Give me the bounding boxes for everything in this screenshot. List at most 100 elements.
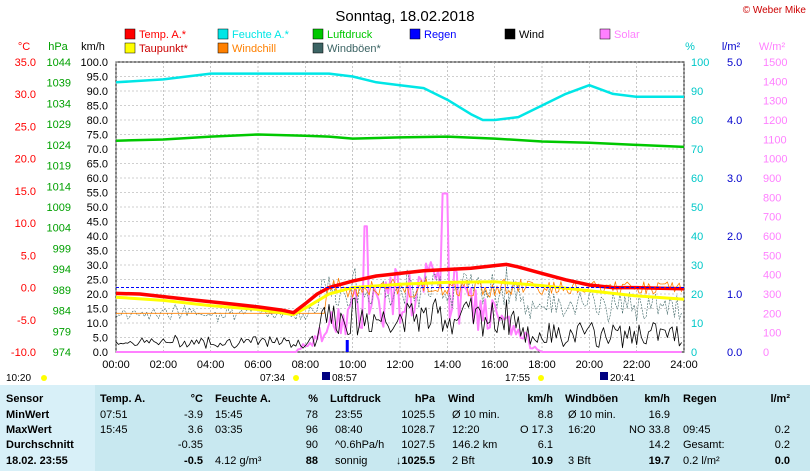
- stats-header: %: [308, 393, 318, 405]
- x-tick-label: 04:00: [197, 359, 225, 371]
- stats-cell: 08:40: [335, 424, 363, 436]
- stats-header: Wind: [448, 393, 475, 405]
- stats-header: km/h: [527, 393, 553, 405]
- rain-tick-label: 2.0: [727, 231, 742, 243]
- legend-label: Luftdruck: [327, 29, 373, 41]
- legend-swatch: [217, 28, 229, 40]
- x-tick-label: 20:00: [576, 359, 604, 371]
- stats-header: Windböen: [565, 393, 619, 405]
- stats-cell: ^0.6hPa/h: [335, 439, 385, 451]
- stats-cell: Ø 10 min.: [568, 409, 616, 421]
- temp-tick-label: -5.0: [17, 315, 36, 327]
- wind-tick-label: 40.0: [87, 231, 108, 243]
- wind-tick-label: 90.0: [87, 86, 108, 98]
- humidity-tick-label: 90: [691, 86, 703, 98]
- stats-value: ↓1025.5: [395, 455, 435, 467]
- stats-value: 0.2: [774, 424, 790, 436]
- wind-tick-label: 65.0: [87, 159, 108, 171]
- sunset-label: 17:55: [505, 373, 530, 384]
- pressure-tick-label: 999: [53, 243, 71, 255]
- rain-unit-label: l/m²: [722, 41, 741, 53]
- stats-column-band: [560, 385, 677, 471]
- solar-tick-label: 1000: [763, 154, 787, 166]
- wind-tick-label: 10.0: [87, 318, 108, 330]
- solar-tick-label: 0: [763, 347, 769, 359]
- legend-swatch: [312, 42, 324, 54]
- legend-swatch: [217, 42, 229, 54]
- wind-tick-label: 85.0: [87, 101, 108, 113]
- stats-value: 1028.7: [401, 424, 435, 436]
- stats-value: O 17.3: [519, 424, 553, 436]
- stats-cell: 15:45: [215, 409, 243, 421]
- legend-label: Regen: [424, 29, 456, 41]
- stats-cell: sonnig: [335, 455, 368, 467]
- stats-value: 19.7: [648, 455, 670, 467]
- stats-value: -3.9: [184, 409, 203, 421]
- copyright-label: © Weber Mike: [743, 5, 807, 16]
- sunrise-icon: [293, 375, 299, 381]
- wind-tick-label: 60.0: [87, 173, 108, 185]
- x-tick-label: 18:00: [528, 359, 556, 371]
- stats-cell: 07:51: [100, 409, 128, 421]
- legend-label: Temp. A.*: [139, 29, 187, 41]
- humidity-unit-label: %: [685, 41, 695, 53]
- pressure-tick-label: 984: [53, 306, 71, 318]
- solar-tick-label: 1300: [763, 96, 787, 108]
- sunset-icon: [538, 375, 544, 381]
- solar-tick-label: 300: [763, 289, 781, 301]
- stats-value: 10.9: [531, 455, 553, 467]
- stats-cell: Gesamt:: [683, 439, 725, 451]
- stats-cell: 09:45: [683, 424, 711, 436]
- solar-tick-label: 900: [763, 173, 781, 185]
- wind-tick-label: 25.0: [87, 275, 108, 287]
- stats-column-band: [0, 385, 95, 471]
- solar-series-line: [116, 192, 682, 353]
- first-time-label: 10:20: [6, 373, 31, 384]
- rain-tick-label: 5.0: [727, 57, 742, 69]
- stats-header: Feuchte A.: [215, 393, 271, 405]
- legend-swatch: [504, 28, 516, 40]
- stats-column-band: [210, 385, 325, 471]
- stats-header: Luftdruck: [330, 393, 381, 405]
- stats-cell: 16:20: [568, 424, 596, 436]
- wind-tick-label: 15.0: [87, 304, 108, 316]
- wind-tick-label: 5.0: [93, 333, 108, 345]
- stats-cell: 2 Bft: [452, 455, 475, 467]
- gust-series-line: [115, 266, 682, 323]
- solar-tick-label: 500: [763, 250, 781, 262]
- sun-icon: [41, 375, 47, 381]
- sunset-direction-icon: [600, 372, 608, 380]
- pressure-tick-label: 1009: [47, 202, 71, 214]
- solar-tick-label: 1400: [763, 76, 787, 88]
- stats-cell: 3 Bft: [568, 455, 591, 467]
- wind-tick-label: 50.0: [87, 202, 108, 214]
- humidity-series-line: [115, 72, 684, 122]
- stats-column-band: [325, 385, 443, 471]
- legend-label: Windböen*: [327, 43, 382, 55]
- sunset-direction-label: 20:41: [610, 373, 635, 384]
- wind-tick-label: 75.0: [87, 130, 108, 142]
- temp-tick-label: 15.0: [15, 186, 36, 198]
- stats-value: 78: [305, 409, 318, 421]
- x-tick-label: 12:00: [386, 359, 414, 371]
- x-tick-label: 14:00: [434, 359, 462, 371]
- legend-label: Solar: [614, 29, 640, 41]
- stats-cell: 15:45: [100, 424, 128, 436]
- solar-tick-label: 100: [763, 328, 781, 340]
- humidity-tick-label: 70: [691, 144, 703, 156]
- wind-tick-label: 80.0: [87, 115, 108, 127]
- humidity-tick-label: 60: [691, 173, 703, 185]
- stats-header: Regen: [683, 393, 717, 405]
- pressure-tick-label: 989: [53, 285, 71, 297]
- stats-cell: 4.12 g/m³: [215, 455, 262, 467]
- pressure-tick-label: 979: [53, 326, 71, 338]
- stats-row-label: MinWert: [6, 409, 50, 421]
- humidity-tick-label: 20: [691, 289, 703, 301]
- wind-tick-label: 95.0: [87, 72, 108, 84]
- pressure-tick-label: 1014: [47, 181, 71, 193]
- pressure-tick-label: 1019: [47, 161, 71, 173]
- legend-swatch: [312, 28, 324, 40]
- solar-tick-label: 1200: [763, 115, 787, 127]
- wind-tick-label: 45.0: [87, 217, 108, 229]
- x-tick-label: 16:00: [481, 359, 509, 371]
